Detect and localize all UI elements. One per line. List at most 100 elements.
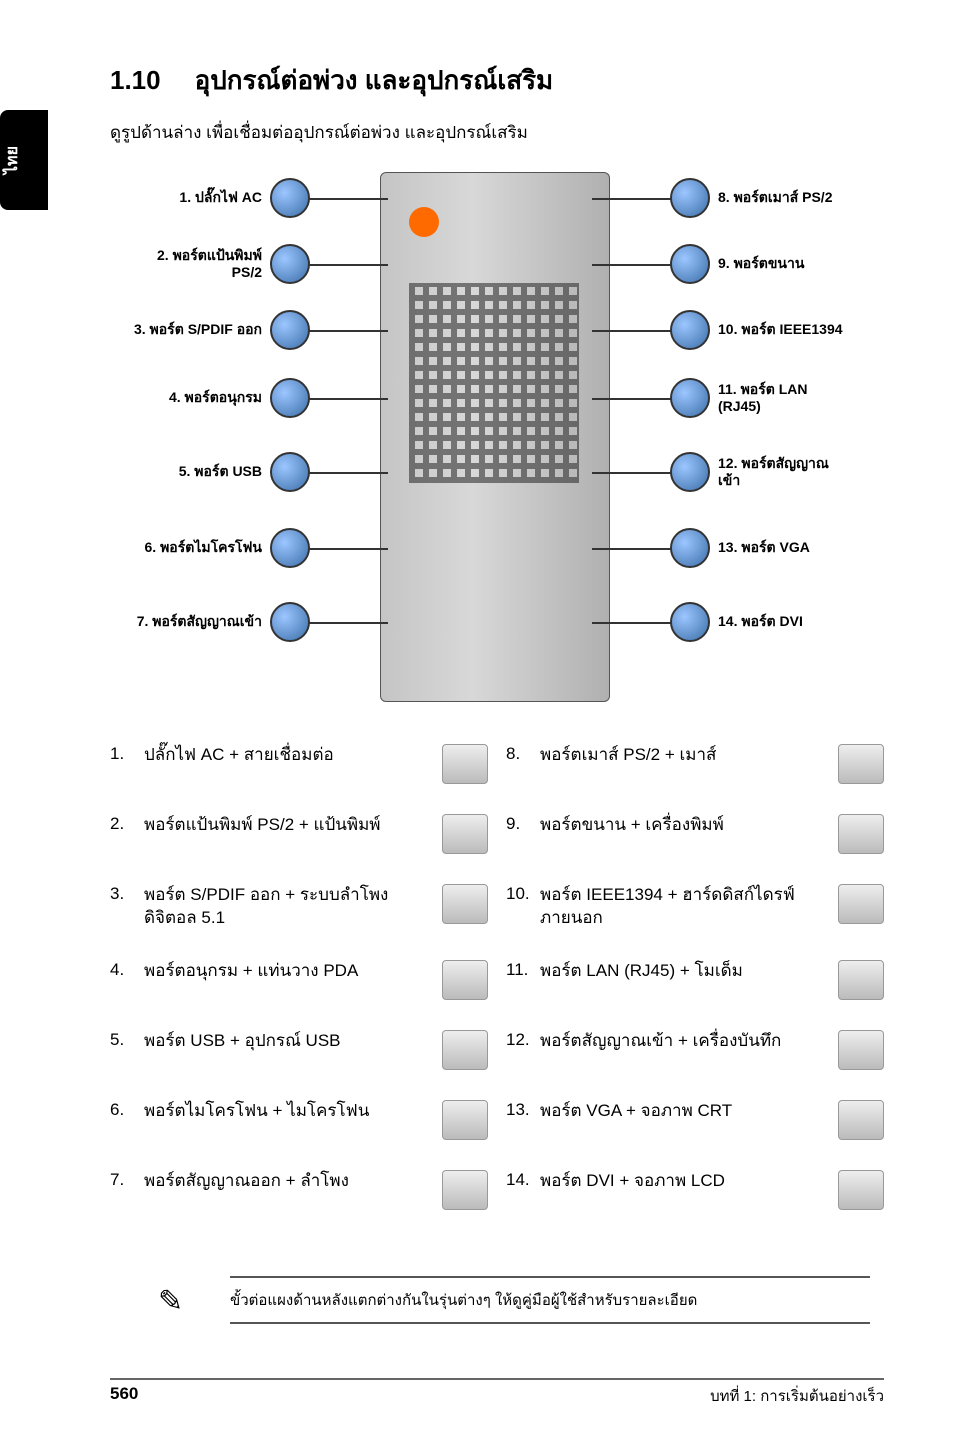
callout-right: 11. พอร์ต LAN (RJ45) bbox=[670, 378, 890, 418]
callout-left: 3. พอร์ต S/PDIF ออก bbox=[110, 310, 310, 350]
callout-left: 4. พอร์ตอนุกรม bbox=[110, 378, 310, 418]
port-icon bbox=[270, 310, 310, 350]
heading-text: อุปกรณ์ต่อพ่วง และอุปกรณ์เสริม bbox=[195, 65, 554, 95]
page-number: 560 bbox=[110, 1384, 138, 1408]
list-item: 14.พอร์ต DVI + จอภาพ LCD bbox=[506, 1170, 884, 1210]
port-icon bbox=[670, 528, 710, 568]
callout-right: 8. พอร์ตเมาส์ PS/2 bbox=[670, 178, 890, 218]
callout-right: 10. พอร์ต IEEE1394 bbox=[670, 310, 890, 350]
device-icon bbox=[442, 1100, 488, 1140]
callout-left: 7. พอร์ตสัญญาณเข้า bbox=[110, 602, 310, 642]
device-icon bbox=[442, 814, 488, 854]
list-number: 13. bbox=[506, 1100, 530, 1120]
port-icon bbox=[670, 310, 710, 350]
device-icon bbox=[442, 960, 488, 1000]
device-icon bbox=[838, 744, 884, 784]
port-icon bbox=[270, 528, 310, 568]
list-text: พอร์ตอนุกรม + แท่นวาง PDA bbox=[144, 960, 432, 983]
callout-label: 14. พอร์ต DVI bbox=[718, 613, 803, 631]
list-number: 9. bbox=[506, 814, 530, 834]
port-icon bbox=[270, 178, 310, 218]
list-text: พอร์ตแป้นพิมพ์ PS/2 + แป้นพิมพ์ bbox=[144, 814, 432, 837]
subtitle: ดูรูปด้านล่าง เพื่อเชื่อมต่ออุปกรณ์ต่อพ่… bbox=[110, 119, 884, 146]
callout-label: 7. พอร์ตสัญญาณเข้า bbox=[137, 613, 262, 631]
list-text: พอร์ต S/PDIF ออก + ระบบลำโพง ดิจิตอล 5.1 bbox=[144, 884, 432, 930]
device-icon bbox=[838, 960, 884, 1000]
list-item: 13. พอร์ต VGA + จอภาพ CRT bbox=[506, 1100, 884, 1140]
list-number: 4. bbox=[110, 960, 134, 980]
port-icon bbox=[270, 452, 310, 492]
list-item: 7. พอร์ตสัญญาณออก + ลำโพง bbox=[110, 1170, 488, 1210]
list-number: 5. bbox=[110, 1030, 134, 1050]
chapter-label: บทที่ 1: การเริ่มต้นอย่างเร็ว bbox=[710, 1384, 884, 1408]
page-content: 1.10 อุปกรณ์ต่อพ่วง และอุปกรณ์เสริม ดูรูป… bbox=[0, 0, 954, 1324]
callout-label: 6. พอร์ตไมโครโฟน bbox=[145, 539, 263, 557]
list-item: 4. พอร์ตอนุกรม + แท่นวาง PDA bbox=[110, 960, 488, 1000]
device-icon bbox=[442, 1030, 488, 1070]
port-icon bbox=[670, 178, 710, 218]
callout-right: 14. พอร์ต DVI bbox=[670, 602, 890, 642]
side-tab: ไทย bbox=[0, 110, 48, 210]
list-number: 11. bbox=[506, 960, 530, 980]
port-icon bbox=[270, 378, 310, 418]
list-text: พอร์ตไมโครโฟน + ไมโครโฟน bbox=[144, 1100, 432, 1123]
list-text: พอร์ต USB + อุปกรณ์ USB bbox=[144, 1030, 432, 1053]
list-item: 9. พอร์ตขนาน + เครื่องพิมพ์ bbox=[506, 814, 884, 854]
device-icon bbox=[442, 1170, 488, 1210]
list-number: 2. bbox=[110, 814, 134, 834]
device-icon bbox=[838, 1170, 884, 1210]
device-icon bbox=[838, 884, 884, 924]
list-text: ปลั๊กไฟ AC + สายเชื่อมต่อ bbox=[144, 744, 432, 767]
port-icon bbox=[670, 378, 710, 418]
device-icon bbox=[838, 814, 884, 854]
note-box: ✎ ขั้วต่อแผงด้านหลังแตกต่างกันในรุ่นต่าง… bbox=[230, 1276, 870, 1324]
list-item: 6. พอร์ตไมโครโฟน + ไมโครโฟน bbox=[110, 1100, 488, 1140]
list-text: พอร์ตสัญญาณออก + ลำโพง bbox=[144, 1170, 432, 1193]
list-text: พอร์ต DVI + จอภาพ LCD bbox=[540, 1170, 828, 1193]
list-text: พอร์ตสัญญาณเข้า + เครื่องบันทึก bbox=[540, 1030, 828, 1053]
device-icon bbox=[442, 744, 488, 784]
tower-graphic bbox=[380, 172, 610, 702]
port-icon bbox=[670, 602, 710, 642]
page-footer: 560 บทที่ 1: การเริ่มต้นอย่างเร็ว bbox=[110, 1378, 884, 1408]
callout-left: 6. พอร์ตไมโครโฟน bbox=[110, 528, 310, 568]
callout-left: 1. ปลั๊กไฟ AC bbox=[110, 178, 310, 218]
list-item: 3. พอร์ต S/PDIF ออก + ระบบลำโพง ดิจิตอล 5… bbox=[110, 884, 488, 930]
callout-left: 2. พอร์ตแป้นพิมพ์ PS/2 bbox=[110, 244, 310, 284]
list-number: 3. bbox=[110, 884, 134, 904]
list-number: 6. bbox=[110, 1100, 134, 1120]
list-item: 8.พอร์ตเมาส์ PS/2 + เมาส์ bbox=[506, 744, 884, 784]
list-text: พอร์ต LAN (RJ45) + โมเด็ม bbox=[540, 960, 828, 983]
list-item: 1. ปลั๊กไฟ AC + สายเชื่อมต่อ bbox=[110, 744, 488, 784]
callout-right: 9. พอร์ตขนาน bbox=[670, 244, 890, 284]
note-text: ขั้วต่อแผงด้านหลังแตกต่างกันในรุ่นต่างๆ … bbox=[230, 1292, 697, 1309]
device-icon bbox=[838, 1100, 884, 1140]
list-item: 2. พอร์ตแป้นพิมพ์ PS/2 + แป้นพิมพ์ bbox=[110, 814, 488, 854]
list-number: 7. bbox=[110, 1170, 134, 1190]
heading-number: 1.10 bbox=[110, 65, 161, 95]
callout-label: 11. พอร์ต LAN (RJ45) bbox=[718, 381, 848, 416]
list-number: 1. bbox=[110, 744, 134, 764]
port-icon bbox=[670, 452, 710, 492]
callout-label: 3. พอร์ต S/PDIF ออก bbox=[134, 321, 262, 339]
port-icon bbox=[270, 244, 310, 284]
list-item: 5. พอร์ต USB + อุปกรณ์ USB bbox=[110, 1030, 488, 1070]
callout-label: 8. พอร์ตเมาส์ PS/2 bbox=[718, 189, 832, 207]
list-item: 11. พอร์ต LAN (RJ45) + โมเด็ม bbox=[506, 960, 884, 1000]
callout-left: 5. พอร์ต USB bbox=[110, 452, 310, 492]
callout-label: 4. พอร์ตอนุกรม bbox=[169, 389, 262, 407]
callout-label: 10. พอร์ต IEEE1394 bbox=[718, 321, 843, 339]
list-text: พอร์ต VGA + จอภาพ CRT bbox=[540, 1100, 828, 1123]
device-icon bbox=[838, 1030, 884, 1070]
list-number: 10. bbox=[506, 884, 530, 904]
device-icon bbox=[442, 884, 488, 924]
list-text: พอร์ตขนาน + เครื่องพิมพ์ bbox=[540, 814, 828, 837]
callout-right: 13. พอร์ต VGA bbox=[670, 528, 890, 568]
port-diagram: 1. ปลั๊กไฟ AC 2. พอร์ตแป้นพิมพ์ PS/2 3. พอ… bbox=[110, 172, 890, 712]
callout-right: 12. พอร์ตสัญญาณเข้า bbox=[670, 452, 890, 492]
list-number: 8. bbox=[506, 744, 530, 764]
list-item: 10.พอร์ต IEEE1394 + ฮาร์ดดิสก์ไดรฟ์ ภายน… bbox=[506, 884, 884, 930]
callout-label: 9. พอร์ตขนาน bbox=[718, 255, 804, 273]
connection-list: 1. ปลั๊กไฟ AC + สายเชื่อมต่อ 2. พอร์ตแป้นพิ… bbox=[110, 744, 884, 1240]
callout-label: 5. พอร์ต USB bbox=[179, 463, 262, 481]
